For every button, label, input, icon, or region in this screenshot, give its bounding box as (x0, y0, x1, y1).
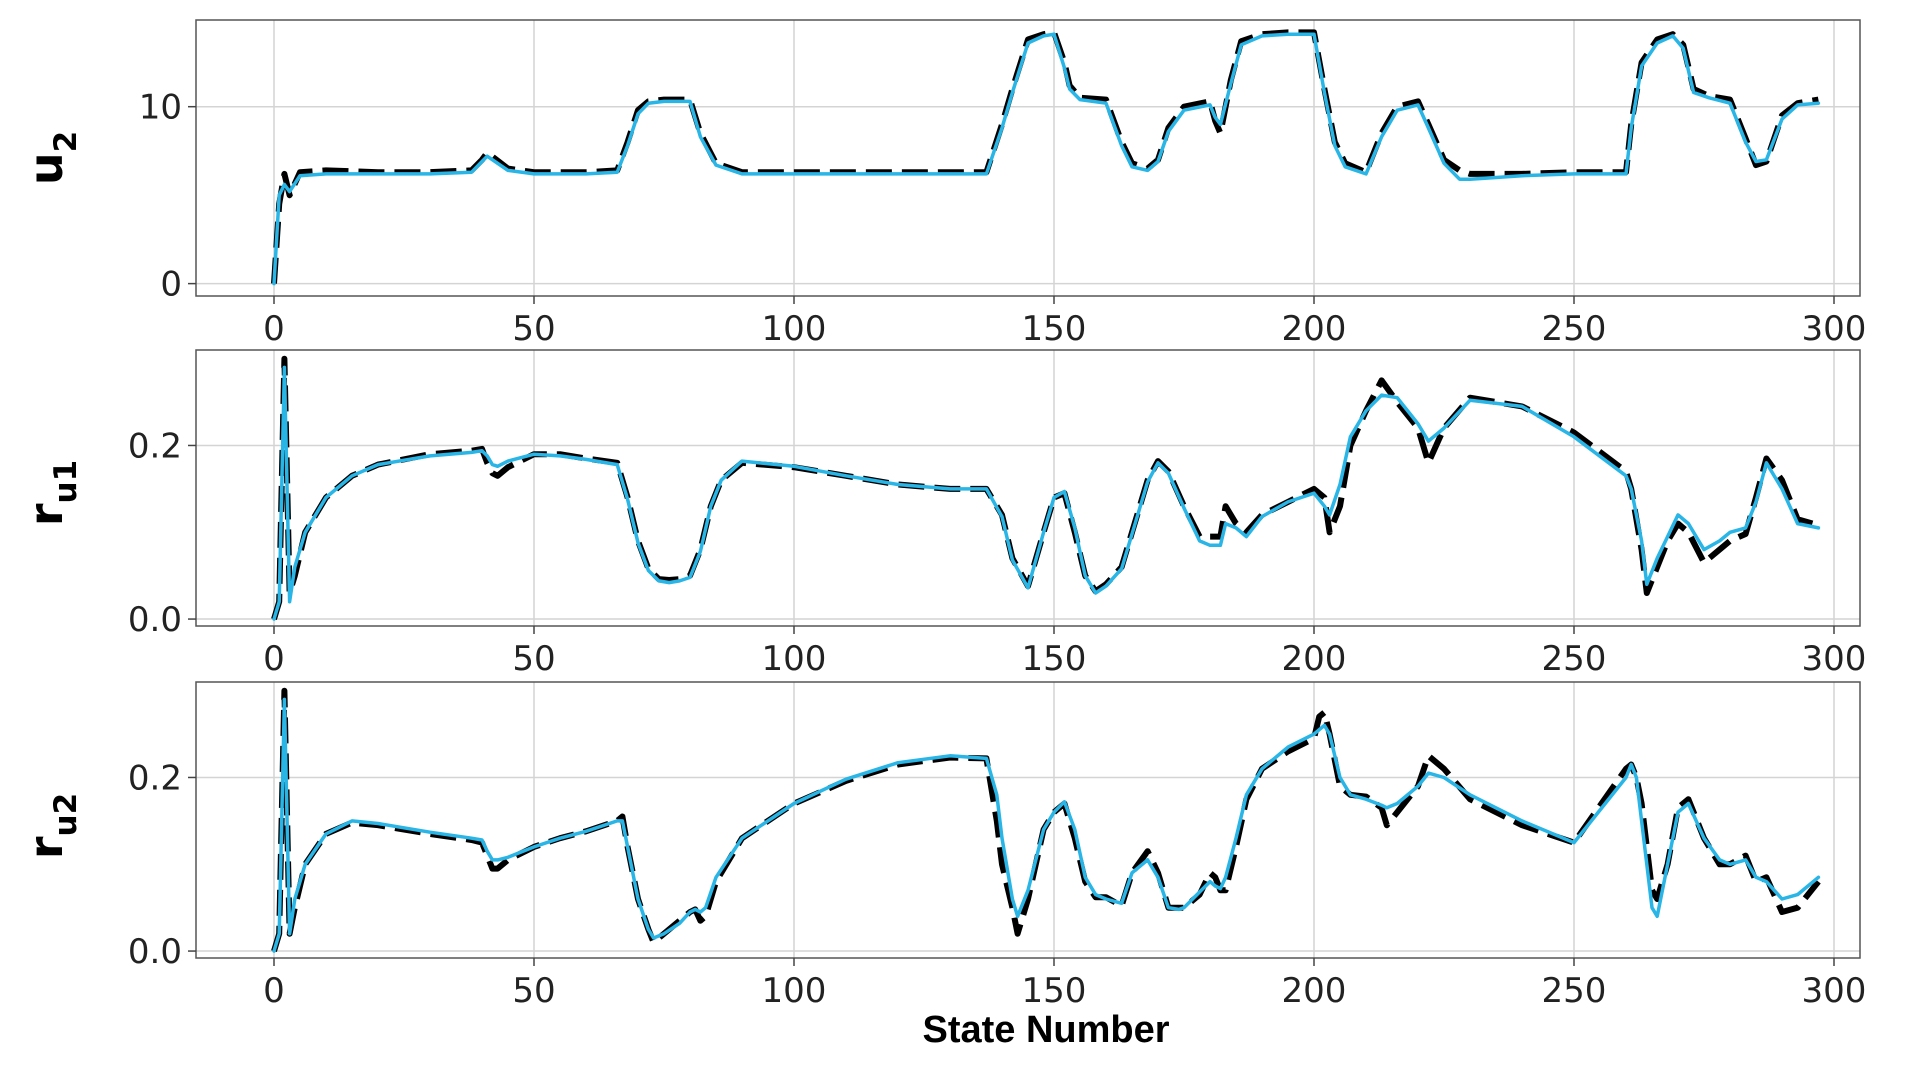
y-axis-label-subscript: u1 (48, 460, 84, 504)
y-axis-label-subscript: 2 (48, 131, 84, 153)
x-tick-label: 250 (1542, 639, 1607, 679)
x-tick-label: 300 (1802, 971, 1867, 1011)
plot-frame (195, 681, 1861, 959)
y-axis-label-subscript: u2 (48, 793, 84, 837)
y-tick-label: 0.0 (128, 600, 182, 640)
panel-3: 0 50 100 150 200 250 300 0.0 0.2 ru2 (19, 681, 1867, 1011)
x-tick-label: 300 (1802, 309, 1867, 349)
x-tick-label: 300 (1802, 639, 1867, 679)
x-tick-label: 150 (1022, 309, 1087, 349)
x-tick-label: 250 (1542, 971, 1607, 1011)
y-tick-label: 10 (139, 88, 182, 128)
plot-frame (195, 19, 1861, 297)
x-tick-label: 200 (1282, 639, 1347, 679)
x-tick-label: 100 (762, 971, 827, 1011)
predicted-series-line (272, 697, 1821, 953)
y-tick-label: 0.0 (128, 932, 182, 972)
x-tick-label: 100 (762, 639, 827, 679)
x-tick-label: 50 (512, 639, 555, 679)
x-axis-label: State Number (922, 1009, 1169, 1051)
y-axis-label: u2 (19, 131, 84, 185)
plot-frame (195, 349, 1861, 627)
predicted-series-line (272, 32, 1821, 286)
x-tick-label: 0 (263, 309, 285, 349)
x-tick-label: 0 (263, 639, 285, 679)
predicted-series-line (272, 365, 1821, 621)
y-tick-label: 0.2 (128, 426, 182, 466)
x-tick-label: 50 (512, 971, 555, 1011)
y-axis-label: ru2 (19, 793, 84, 859)
y-axis-label-main: r (19, 836, 73, 859)
x-tick-label: 200 (1282, 971, 1347, 1011)
x-tick-label: 150 (1022, 971, 1087, 1011)
x-tick-label: 50 (512, 309, 555, 349)
x-tick-label: 200 (1282, 309, 1347, 349)
y-axis-label: ru1 (19, 460, 84, 526)
x-tick-label: 0 (263, 971, 285, 1011)
y-axis-label-main: r (19, 503, 73, 526)
y-tick-label: 0.2 (128, 758, 182, 798)
panel-1: 0 50 100 150 200 250 300 0 10 u2 (19, 19, 1867, 349)
x-tick-label: 100 (762, 309, 827, 349)
panel-2: 0 50 100 150 200 250 300 0.0 0.2 ru1 (19, 349, 1867, 679)
y-tick-label: 0 (160, 265, 182, 305)
x-tick-label: 250 (1542, 309, 1607, 349)
x-tick-label: 150 (1022, 639, 1087, 679)
y-axis-label-main: u (19, 152, 73, 185)
